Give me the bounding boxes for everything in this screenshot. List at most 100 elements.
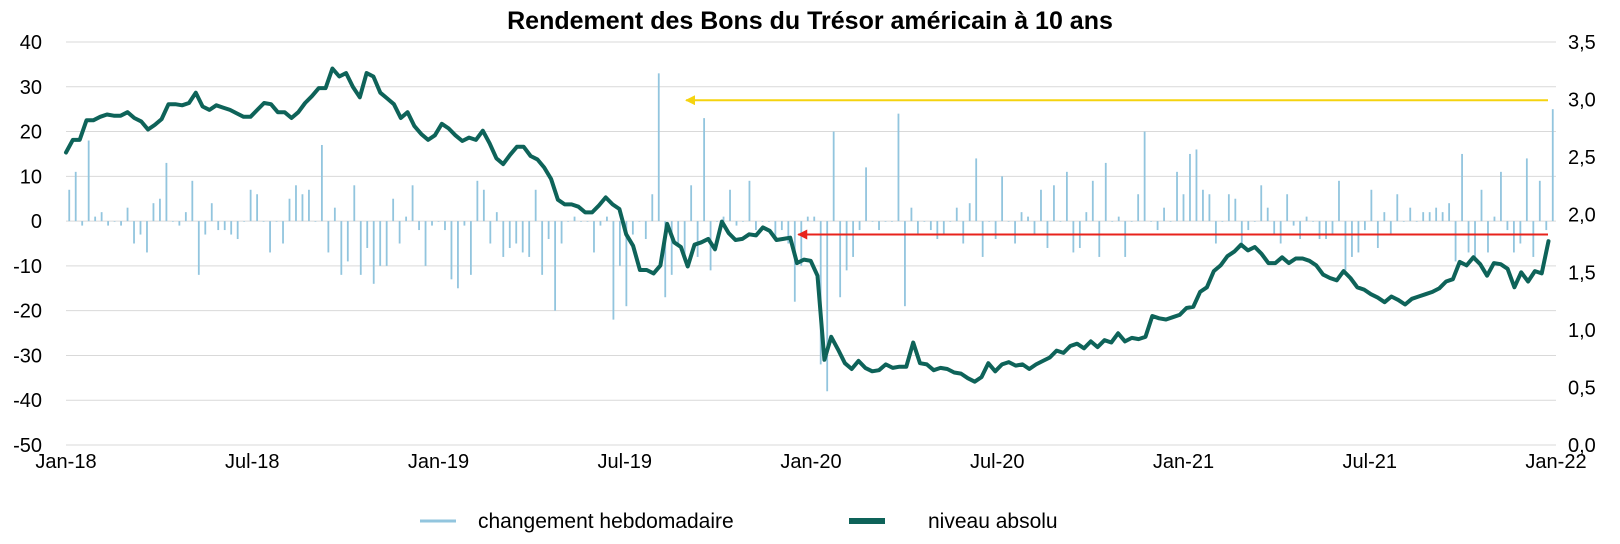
weekly-change-bar <box>392 198 395 222</box>
absolute-level-line-group <box>64 66 1551 384</box>
y-left-tick-label: 40 <box>20 32 42 54</box>
weekly-change-bar <box>1176 171 1178 222</box>
weekly-change-bar <box>813 216 816 222</box>
weekly-change-bar <box>1500 171 1502 222</box>
y-right-tick-label: 3,5 <box>1568 32 1596 54</box>
weekly-change-bar <box>379 221 382 266</box>
weekly-change-bar <box>664 221 667 298</box>
weekly-change-bar <box>152 203 155 222</box>
y-left-tick-label: 20 <box>20 122 42 144</box>
y-right-tick-label: 3,0 <box>1568 90 1596 112</box>
weekly-change-bar <box>107 221 110 226</box>
weekly-change-bar <box>1435 207 1438 222</box>
weekly-change-bar <box>295 185 297 222</box>
weekly-change-bar <box>1396 194 1399 222</box>
weekly-change-bar <box>534 189 537 222</box>
weekly-change-bar <box>1072 221 1075 253</box>
x-tick-label: Jan-21 <box>1153 451 1214 473</box>
weekly-change-bar <box>1474 221 1476 262</box>
weekly-change-bar <box>431 221 433 226</box>
weekly-change-bar <box>994 221 997 240</box>
weekly-change-bar <box>897 113 900 222</box>
weekly-change-bar <box>1027 216 1029 222</box>
weekly-change-bar <box>1260 185 1263 222</box>
weekly-change-bar <box>638 221 641 222</box>
weekly-change-bar <box>729 189 731 222</box>
weekly-change-bar <box>1143 131 1146 222</box>
weekly-change-bar <box>171 221 174 222</box>
weekly-change-bar <box>1117 216 1120 222</box>
weekly-change-bar <box>1409 207 1412 222</box>
weekly-change-bar <box>1169 221 1172 222</box>
weekly-change-bar <box>139 221 142 235</box>
x-tick-label: Jan-18 <box>35 451 96 473</box>
weekly-change-bar <box>243 221 246 222</box>
weekly-change-bar <box>269 221 271 253</box>
weekly-change-bar <box>560 221 563 244</box>
weekly-change-bar <box>1305 216 1308 222</box>
weekly-change-bar <box>1182 194 1185 222</box>
y-left-tick-label: -30 <box>13 345 42 367</box>
weekly-change-bar <box>515 221 518 244</box>
y-axis-left: 40 30 20 10 0 -10 -20 -30 -40 -50 <box>13 32 42 457</box>
weekly-change-bar <box>469 221 472 275</box>
weekly-change-bar <box>359 221 362 275</box>
weekly-change-bar <box>1195 149 1198 222</box>
weekly-change-bar <box>625 221 628 307</box>
weekly-change-bar <box>249 189 252 222</box>
weekly-change-bar <box>755 221 757 231</box>
weekly-change-bar <box>74 171 77 222</box>
weekly-change-bar <box>146 221 148 253</box>
weekly-change-bar <box>878 221 880 231</box>
weekly-change-bar <box>1221 221 1224 222</box>
weekly-change-bar <box>1266 207 1269 222</box>
weekly-change-bar <box>288 198 291 222</box>
weekly-change-bar <box>178 221 181 226</box>
absolute-level-line <box>64 66 1551 384</box>
x-tick-label: Jul-18 <box>225 451 279 473</box>
legend-label-absolute-level: niveau absolu <box>928 510 1058 533</box>
weekly-change-bar <box>437 221 440 222</box>
y-left-tick-label: -50 <box>13 435 42 457</box>
weekly-change-bar <box>81 221 84 226</box>
weekly-change-bars <box>68 73 1554 392</box>
weekly-change-bar <box>405 216 408 222</box>
weekly-change-bar <box>1150 221 1153 222</box>
weekly-change-bar <box>1551 109 1554 222</box>
weekly-change-bar <box>1065 171 1068 222</box>
weekly-change-bar <box>618 221 621 266</box>
weekly-change-bar <box>1538 180 1541 222</box>
weekly-change-bar <box>521 221 524 253</box>
weekly-change-bar <box>230 221 233 235</box>
weekly-change-bar <box>865 167 867 222</box>
weekly-change-bar <box>852 221 855 257</box>
weekly-change-bar <box>463 221 466 226</box>
weekly-change-bar <box>444 221 446 231</box>
y-left-tick-label: -40 <box>13 390 42 412</box>
legend: changement hebdomadaire niveau absolu <box>420 510 1058 533</box>
weekly-change-bar <box>256 194 259 222</box>
weekly-change-bar <box>210 203 213 222</box>
weekly-change-bar <box>923 221 926 222</box>
legend-label-weekly-change: changement hebdomadaire <box>478 510 734 533</box>
weekly-change-bar <box>528 221 531 257</box>
x-axis: Jan-18 Jul-18 Jan-19 Jul-19 Jan-20 Jul-20 Jan-… <box>35 451 1586 473</box>
weekly-change-bar <box>282 221 284 244</box>
weekly-change-bar <box>1111 221 1114 222</box>
weekly-change-bar <box>690 185 693 222</box>
weekly-change-bar <box>1001 176 1004 222</box>
weekly-change-bar <box>554 221 557 311</box>
weekly-change-bar <box>113 221 116 222</box>
weekly-change-bar <box>418 221 420 231</box>
weekly-change-bar <box>1033 221 1036 235</box>
y-right-tick-label: 0,5 <box>1568 377 1596 399</box>
weekly-change-bar <box>670 221 673 275</box>
weekly-change-bar <box>1104 162 1107 222</box>
weekly-change-bar <box>1085 212 1088 222</box>
weekly-change-bar <box>949 221 952 222</box>
weekly-change-bar <box>262 221 265 222</box>
weekly-change-bar <box>1227 194 1230 222</box>
weekly-change-bar <box>599 221 602 226</box>
weekly-change-bar <box>1467 221 1470 253</box>
weekly-change-bar <box>703 118 706 222</box>
